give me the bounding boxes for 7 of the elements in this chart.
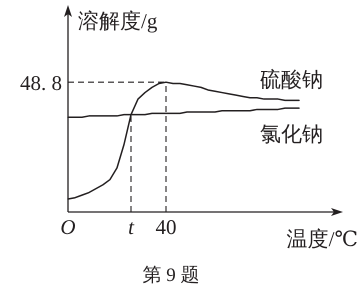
text: 48. 8 bbox=[20, 71, 62, 96]
x-tick-label: 40 bbox=[156, 215, 176, 239]
text: 第 9 题 bbox=[142, 265, 200, 286]
y-axis-title: 溶解度/g bbox=[78, 9, 158, 33]
x-tick-label: t bbox=[128, 215, 136, 239]
x-axis-title: 温度/℃ bbox=[286, 227, 358, 251]
x-tick-label: O bbox=[60, 215, 76, 239]
